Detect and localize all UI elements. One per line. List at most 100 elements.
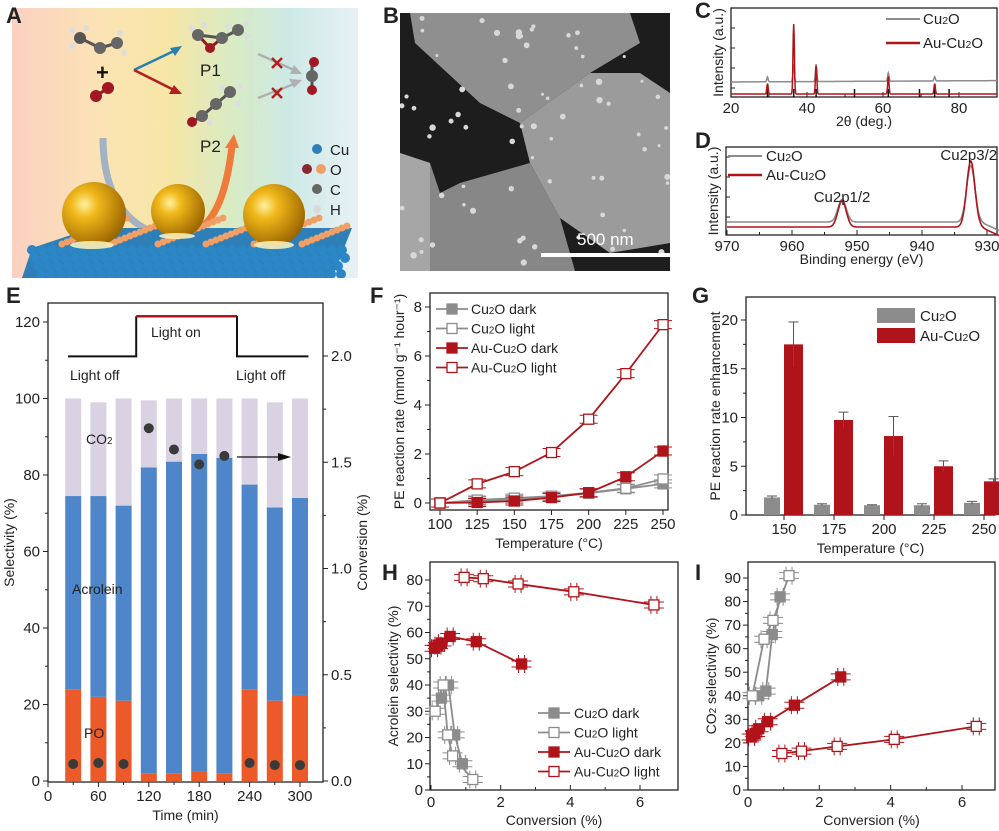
svg-text:Cu: Cu: [330, 142, 349, 159]
annotation-cu2p12: Cu2p1/2: [814, 189, 871, 206]
au-nanoparticle: [610, 246, 616, 252]
bar-au-cu2o: [834, 419, 853, 515]
x-tick-label: 970: [714, 238, 739, 255]
y-tick-label: 120: [15, 314, 40, 331]
x-tick-label: 250: [650, 516, 675, 533]
bar-au-cu2o: [884, 436, 903, 515]
au-nanoparticle: [429, 242, 436, 248]
bar-co2: [191, 398, 208, 454]
y-tick-label: 0: [415, 782, 423, 799]
legend-label-au-cu2o: Au-Cu2O: [920, 328, 980, 345]
au-nanoparticle: [438, 192, 445, 199]
y-tick-label: 40: [23, 620, 40, 637]
data-point: [831, 740, 843, 753]
bar-au-cu2o: [784, 344, 803, 515]
legend-marker: [548, 726, 560, 739]
bar-acrolein: [266, 507, 283, 701]
panel-letter-f: F: [370, 283, 384, 308]
y-tick-label: 20: [23, 697, 40, 714]
au-nanoparticle: [419, 250, 424, 254]
data-point: [477, 573, 489, 585]
x-tick-label: 0: [744, 794, 752, 811]
plot-frame: [747, 561, 996, 791]
bar-cu2o: [964, 502, 980, 515]
bar-cu2o: [814, 504, 830, 515]
x-tick-label: 60: [90, 788, 107, 805]
x-tick-label: 940: [909, 238, 934, 255]
au-nanoparticle: [636, 132, 641, 137]
au-nanoparticle: [530, 123, 537, 130]
y-tick-label: 5: [730, 458, 738, 475]
bar-cu2o: [764, 497, 780, 515]
bar-po: [115, 700, 132, 781]
au-nanoparticle: [529, 27, 534, 32]
data-point: [435, 637, 448, 649]
legend-label: Cu2O light: [471, 321, 535, 337]
y-tick-label: 4: [414, 397, 422, 414]
y-tick-label: 70: [406, 598, 423, 615]
y-tick-label: 50: [724, 664, 741, 681]
light-on-label: Light on: [151, 324, 201, 340]
data-point: [648, 599, 660, 611]
au-nanoparticle: [540, 92, 545, 96]
bar-co2: [241, 398, 258, 485]
au-nanoparticle: [519, 124, 524, 129]
panel-a-illustration: + P1 P2: [12, 8, 358, 278]
au-nanoparticle: [515, 29, 523, 36]
x-tick-label: 180: [187, 788, 212, 805]
data-point: [746, 690, 758, 702]
legend-marker: [548, 707, 560, 719]
conversion-point: [194, 459, 205, 470]
conversion-point: [219, 450, 230, 461]
y-tick-label: 20: [406, 730, 423, 747]
conversion-point: [244, 757, 255, 768]
y-axis-label: CO2 selectivity (%): [703, 618, 719, 735]
legend-label-cu2o: Cu2O: [923, 11, 960, 28]
x-tick-label: 225: [613, 516, 638, 533]
oxygen-molecule: [90, 82, 114, 102]
plus-sign: +: [96, 60, 109, 85]
data-point: [758, 633, 770, 645]
series-line: [781, 725, 977, 755]
x-tick-label: 20: [723, 100, 740, 117]
data-point: [783, 569, 795, 582]
au-nanoparticle: [579, 83, 584, 88]
chart-h: 0 10 20 30 40 50 60 70 80 0 2 4 6 Conversion (%) Acrol…: [385, 561, 679, 828]
bar-acrolein: [65, 496, 82, 690]
plot-frame: [429, 561, 679, 791]
x-axis-label: Temperature (°C): [495, 535, 603, 551]
panel-letter-b: B: [383, 3, 399, 28]
data-point: [508, 465, 520, 478]
y-tick-label: 6: [414, 348, 422, 365]
legend-marker: [446, 361, 458, 374]
au-nanoparticle: [664, 126, 669, 130]
y-axis-label: Intensity (a.u.): [710, 8, 726, 97]
chart-c: 20 40 60 80 2θ (deg.) Intensity (a.u.) Cu2O Au-…: [710, 7, 998, 129]
data-point: [471, 478, 483, 490]
x-tick-label: 200: [871, 521, 896, 538]
data-point: [458, 571, 470, 584]
conversion-point: [295, 760, 305, 771]
x-tick-label: 950: [844, 238, 869, 255]
arrow-to-p1: [133, 48, 177, 72]
au-nanoparticle: [461, 184, 466, 189]
panel-letter-d: D: [695, 128, 711, 153]
au-nanoparticle: [559, 113, 566, 120]
data-point: [434, 497, 446, 509]
annotation-cu2p32: Cu2p3/2: [940, 147, 997, 164]
y-tick-label: 80: [23, 467, 40, 484]
au-nanoparticle: [516, 107, 522, 113]
conversion-point: [169, 444, 179, 455]
au-nanoparticle: [459, 86, 466, 93]
au-nanoparticle: [493, 29, 501, 36]
bar-acrolein: [90, 496, 107, 697]
bar-co2: [266, 402, 283, 508]
y-tick-label: 30: [724, 711, 741, 728]
data-point: [583, 487, 595, 499]
scale-bar-label: 500 nm: [577, 230, 634, 249]
bar-acrolein: [115, 505, 132, 701]
x-tick-label: 4: [566, 794, 574, 811]
au-nanoparticle: [566, 33, 571, 38]
gold-nanoparticle: [243, 184, 305, 246]
arrow-head-icon: [278, 453, 291, 461]
